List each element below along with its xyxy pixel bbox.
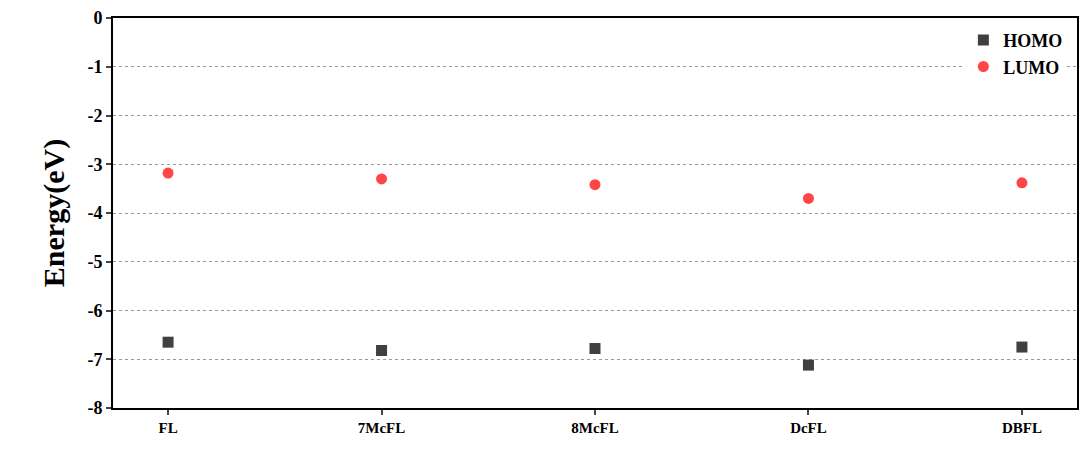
svg-text:8McFL: 8McFL xyxy=(571,420,618,436)
svg-text:LUMO: LUMO xyxy=(1003,58,1059,78)
svg-text:FL: FL xyxy=(158,420,177,436)
svg-text:-4: -4 xyxy=(87,203,102,223)
svg-text:-7: -7 xyxy=(87,350,102,370)
svg-text:HOMO: HOMO xyxy=(1003,31,1062,51)
svg-text:0: 0 xyxy=(93,8,102,28)
svg-text:Energy(eV): Energy(eV) xyxy=(37,139,71,287)
svg-text:-8: -8 xyxy=(87,398,102,418)
svg-text:-2: -2 xyxy=(87,106,102,126)
svg-text:7McFL: 7McFL xyxy=(358,420,405,436)
svg-text:DcFL: DcFL xyxy=(790,420,827,436)
svg-text:-6: -6 xyxy=(87,301,102,321)
svg-text:-5: -5 xyxy=(87,252,102,272)
svg-text:-3: -3 xyxy=(87,155,102,175)
svg-text:DBFL: DBFL xyxy=(1002,420,1042,436)
svg-text:-1: -1 xyxy=(87,57,102,77)
